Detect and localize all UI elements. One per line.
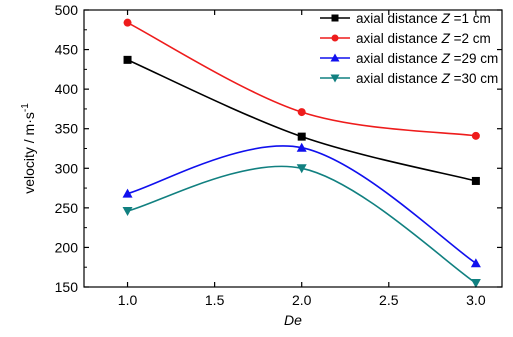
data-point — [471, 131, 480, 140]
plot-frame — [83, 9, 503, 288]
y-tick-label: 200 — [55, 239, 79, 255]
legend-marker — [330, 74, 340, 83]
legend-marker — [331, 14, 339, 22]
y-tick-label: 500 — [55, 2, 79, 18]
y-axis-label: velocity / m·s-1 — [20, 103, 37, 194]
legend-label: axial distance Z =29 cm — [356, 51, 498, 66]
series-line — [127, 165, 477, 284]
legend-item: axial distance Z =2 cm — [320, 31, 491, 46]
series-layer — [122, 18, 481, 289]
legend-label: axial distance Z =1 cm — [356, 11, 491, 26]
x-tick-label: 2.5 — [379, 292, 399, 308]
data-point — [470, 258, 481, 268]
data-point — [296, 142, 307, 152]
x-tick-label: 3.0 — [466, 292, 486, 308]
y-tick-label: 150 — [55, 279, 79, 295]
data-point — [123, 18, 132, 27]
data-point — [122, 207, 133, 217]
data-point — [297, 132, 306, 141]
legend-label: axial distance Z =2 cm — [356, 31, 491, 46]
x-tick-label: 1.0 — [118, 292, 138, 308]
y-tick-label: 250 — [55, 200, 79, 216]
data-point — [470, 279, 481, 289]
y-tick-label: 400 — [55, 81, 79, 97]
data-point — [471, 176, 480, 185]
legend-item: axial distance Z =29 cm — [320, 51, 498, 66]
y-tick-label: 450 — [55, 42, 79, 58]
data-point — [297, 108, 306, 117]
x-tick-label: 2.0 — [292, 292, 312, 308]
legend-label: axial distance Z =30 cm — [356, 71, 498, 86]
legend-marker — [331, 34, 339, 42]
x-axis-ticks: 1.0 1.5 2.0 2.5 3.0 — [118, 10, 486, 308]
x-axis-label: De — [284, 312, 302, 328]
data-point — [123, 55, 132, 64]
series-3 — [122, 142, 481, 268]
x-tick-label: 1.5 — [205, 292, 225, 308]
legend: axial distance Z =1 cm axial distance Z =… — [320, 11, 498, 86]
series-1 — [123, 55, 480, 185]
series-2 — [123, 18, 480, 140]
y-tick-label: 300 — [55, 160, 79, 176]
series-4 — [122, 164, 481, 289]
data-point — [296, 164, 307, 174]
data-point — [122, 188, 133, 198]
y-tick-label: 350 — [55, 121, 79, 137]
y-axis-ticks: 150 200 250 300 350 400 450 500 — [55, 2, 502, 295]
legend-marker — [330, 53, 340, 62]
legend-item: axial distance Z =1 cm — [320, 11, 491, 26]
series-line — [127, 145, 477, 264]
legend-item: axial distance Z =30 cm — [320, 71, 498, 86]
